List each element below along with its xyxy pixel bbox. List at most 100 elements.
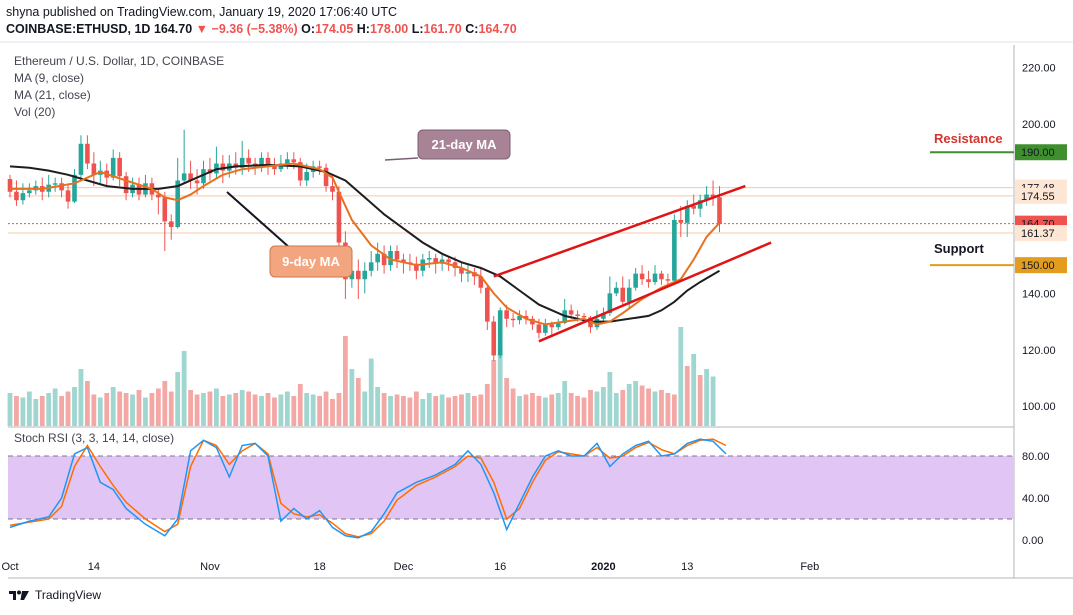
candle-body [20, 193, 26, 201]
volume-bar [155, 388, 161, 426]
candle-body [684, 205, 690, 223]
candle [491, 315, 497, 362]
volume-bar [336, 393, 342, 426]
candle [646, 270, 651, 288]
candle-body [381, 253, 387, 266]
volume-bar [123, 393, 129, 426]
candle-body [704, 194, 709, 201]
level-badge-label: 174.55 [1021, 191, 1055, 203]
candle [465, 265, 471, 283]
volume-bar [368, 358, 374, 426]
candle [633, 267, 638, 291]
candle-body [504, 310, 509, 319]
candle [162, 191, 168, 252]
candle [704, 186, 709, 206]
candle-body [626, 287, 632, 302]
legend-ma9[interactable]: MA (9, close) [14, 71, 85, 85]
candle [259, 152, 264, 172]
rsi-d-line [9, 438, 727, 538]
candle-body [117, 157, 122, 177]
candle-body [497, 310, 503, 356]
volume-bar [407, 397, 413, 426]
candle-body [7, 179, 13, 192]
trend-line [538, 241, 772, 343]
candle [362, 262, 368, 294]
candle [85, 135, 90, 170]
candle [394, 245, 400, 268]
ma21-callout-label: 21-day MA [431, 137, 497, 152]
volume-bar [413, 391, 419, 426]
candle [368, 251, 374, 277]
candle-body [568, 310, 574, 315]
last-price: 164.70 [153, 22, 193, 36]
volume-bar [46, 393, 52, 426]
publisher-line: shyna published on TradingView.com, Janu… [6, 5, 397, 19]
candle [14, 180, 19, 206]
volume-bar [91, 394, 97, 426]
candle-body [297, 162, 303, 181]
close-value: 164.70 [478, 22, 517, 36]
candle-body [459, 267, 464, 274]
rsi-tick-label: 80.00 [1022, 451, 1050, 463]
candle-body [517, 315, 522, 321]
volume-bar [297, 384, 303, 426]
candle-body [356, 270, 361, 280]
volume-bar [433, 396, 439, 426]
ma21-callout-box [417, 129, 511, 160]
candle-body [581, 315, 587, 318]
candle-body [652, 273, 658, 283]
ma21-line [9, 163, 721, 323]
stoch-rsi-label[interactable]: Stoch RSI (3, 3, 14, 14, close) [14, 431, 175, 445]
volume-bar [652, 391, 658, 426]
candle-body [433, 258, 438, 264]
candle-body [665, 279, 671, 281]
candle-body [65, 190, 71, 202]
candle [543, 318, 548, 336]
volume-bar [343, 336, 348, 426]
volume-bar [465, 393, 471, 426]
candle [497, 307, 503, 359]
footer-brand[interactable]: TradingView [8, 588, 101, 602]
candle-body [601, 313, 606, 319]
rsi-band [8, 456, 1014, 519]
candle [356, 259, 361, 299]
time-tick-label: Feb [800, 561, 819, 573]
volume-bar [697, 375, 703, 426]
volume-bar [426, 393, 432, 426]
candle-body [465, 272, 471, 274]
volume-bar [588, 390, 593, 426]
candle-body [246, 157, 251, 164]
candle-body [27, 190, 32, 194]
candle-body [510, 318, 516, 321]
candle-body [414, 263, 419, 271]
candle-body [272, 166, 277, 170]
volume-bar [401, 396, 406, 426]
volume-bar [504, 378, 510, 426]
volume-bar [562, 381, 568, 426]
candle-body [614, 287, 619, 294]
high-value: 178.00 [369, 22, 409, 36]
candle-body [549, 324, 555, 328]
rsi-tick-label: 40.00 [1022, 493, 1050, 505]
candle-body [368, 262, 374, 271]
legend-volume[interactable]: Vol (20) [14, 105, 56, 119]
candle-body [375, 253, 380, 263]
candle [297, 157, 303, 187]
volume-bar [39, 396, 45, 426]
candle-body [646, 279, 651, 283]
candle-body [156, 194, 161, 198]
volume-bar [14, 396, 19, 426]
candle-body [697, 200, 703, 209]
candle [91, 152, 97, 187]
volume-bar [291, 396, 297, 426]
legend-ma21[interactable]: MA (21, close) [14, 88, 91, 102]
candle-body [265, 157, 271, 167]
candle [123, 172, 129, 201]
ma21-callout-pointer [384, 157, 419, 161]
volume-bar [33, 399, 39, 426]
volume-bar [549, 394, 555, 426]
candle [478, 267, 484, 294]
candle-body [639, 273, 645, 280]
volume-bar [246, 391, 252, 426]
